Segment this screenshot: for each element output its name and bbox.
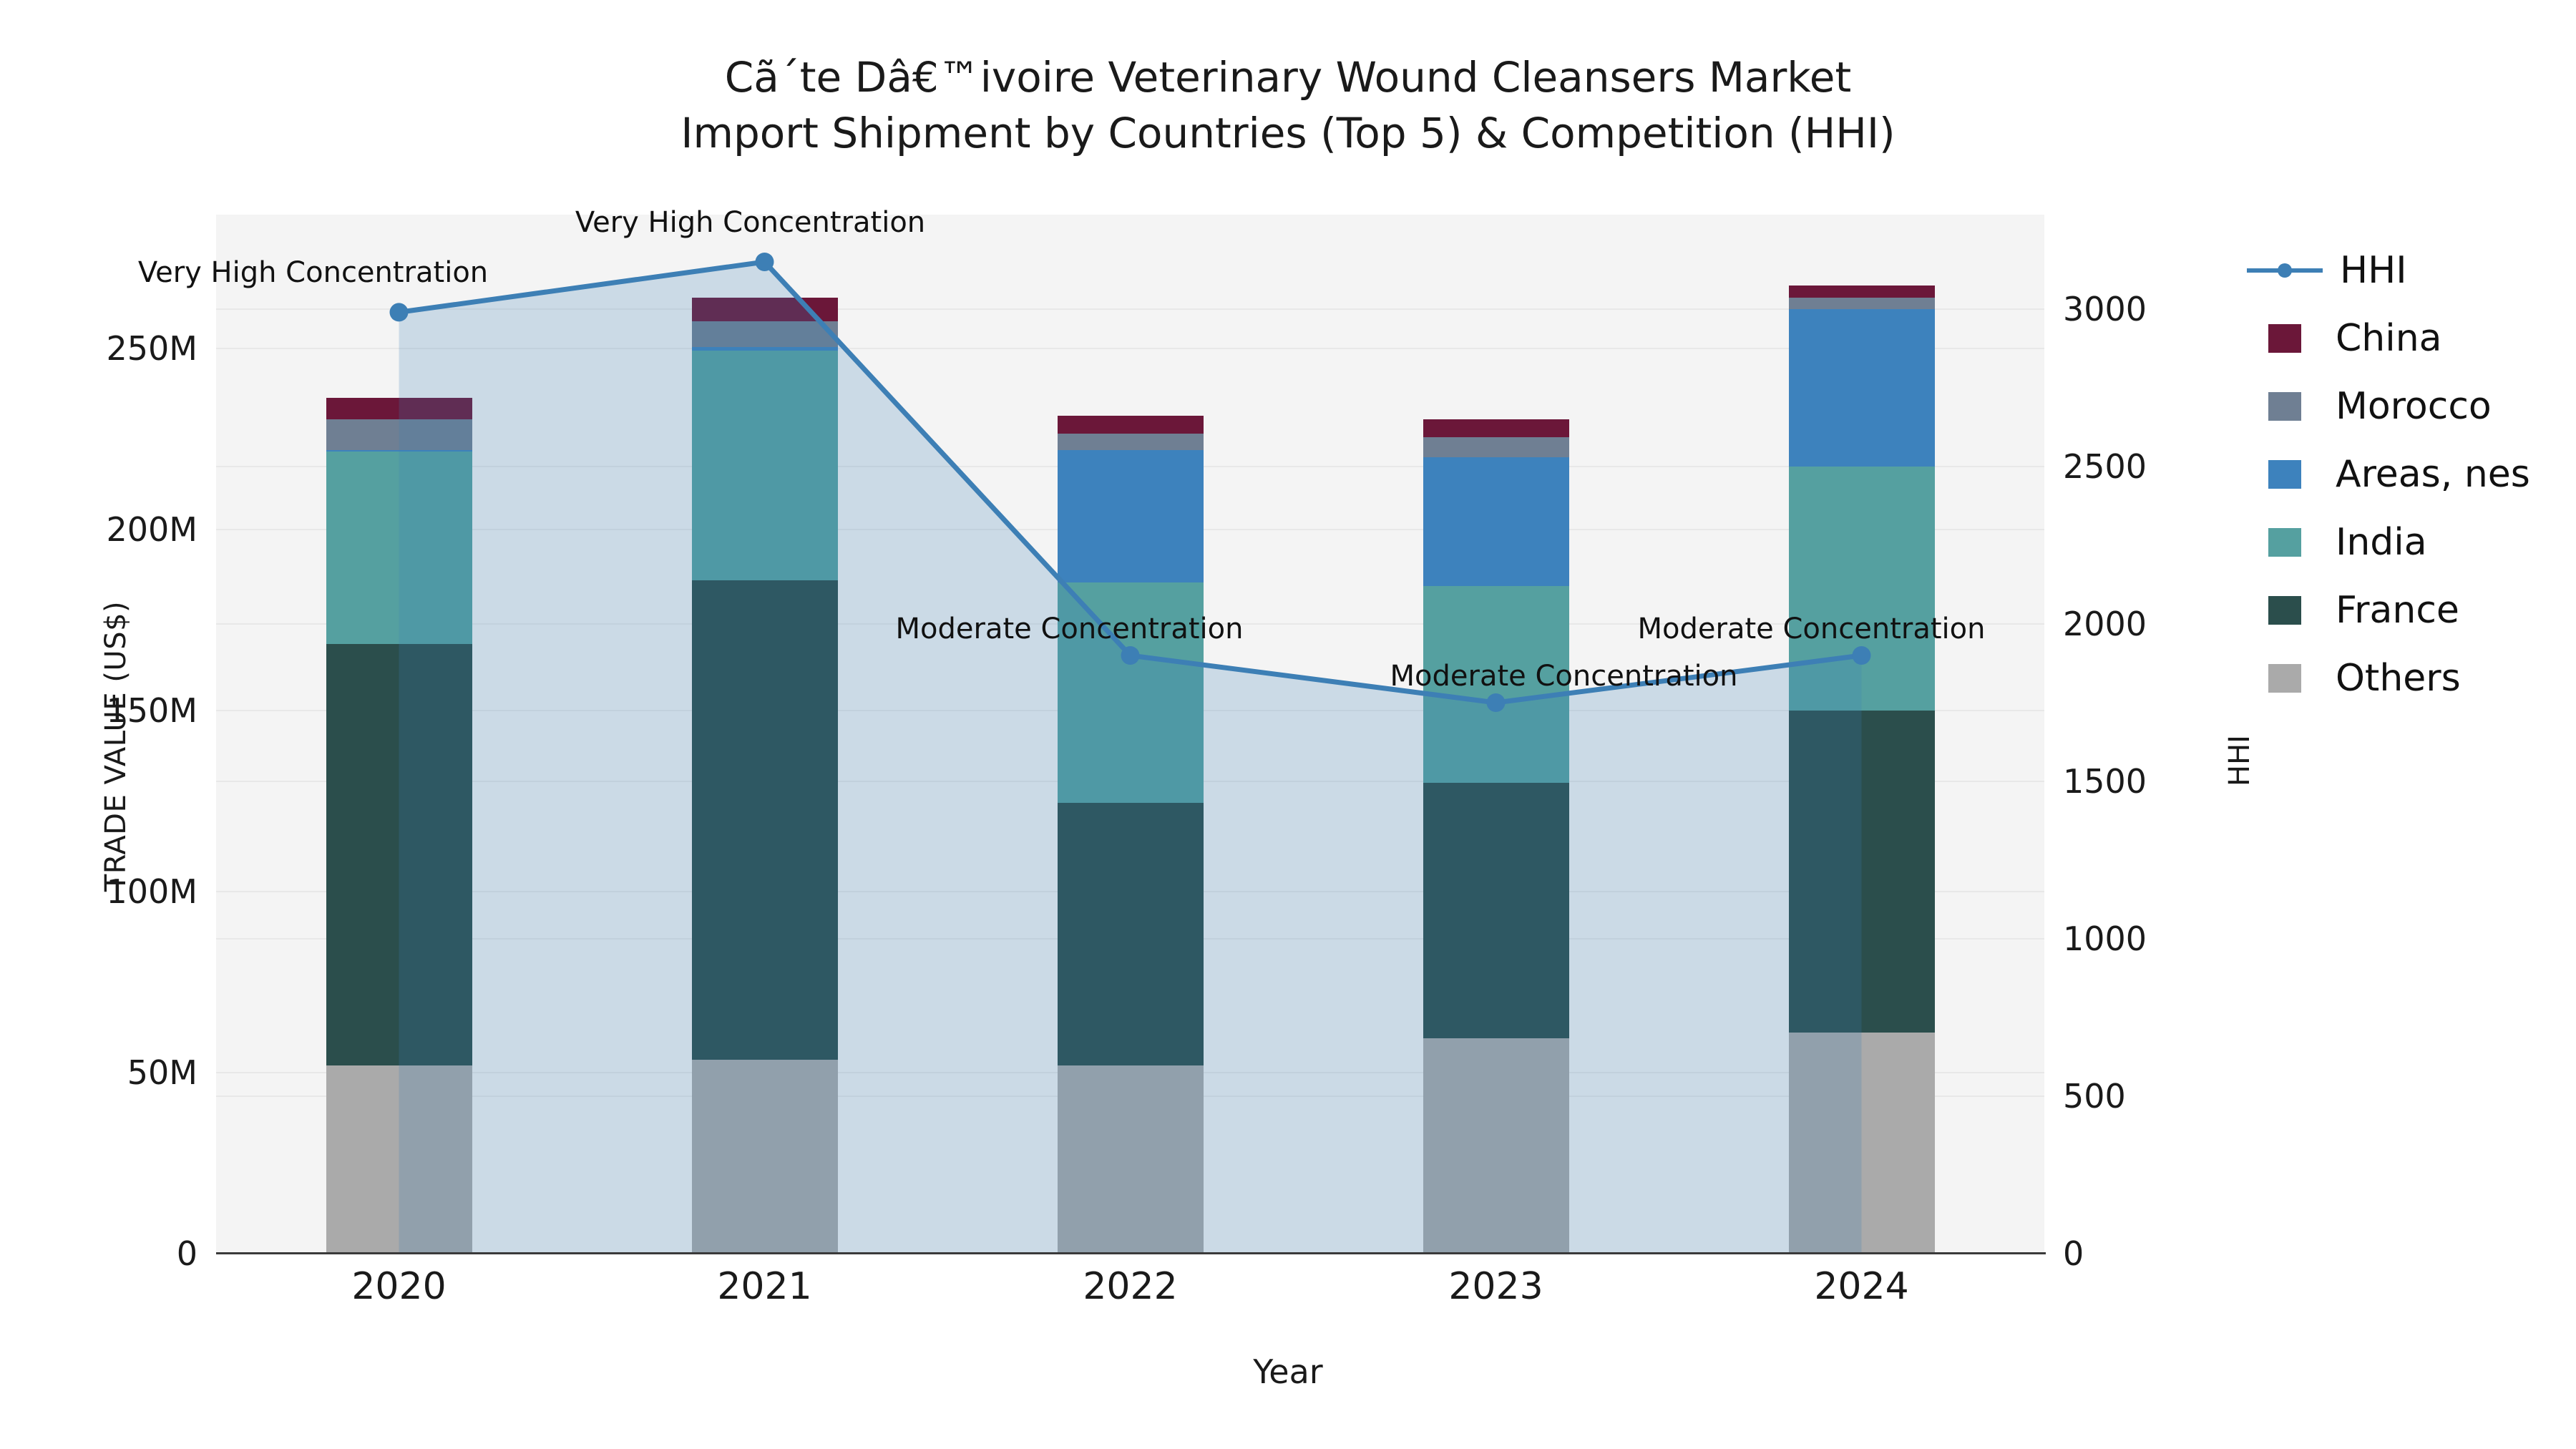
bar-segment-areas-nes[interactable] — [1057, 449, 1204, 582]
y-right-tick-label: 2500 — [2063, 447, 2147, 486]
x-axis-label: Year — [1253, 1352, 1323, 1391]
bar-segment-china[interactable] — [1057, 415, 1204, 434]
legend-line-marker-icon — [2278, 263, 2292, 278]
x-tick-label-2023: 2023 — [1448, 1265, 1543, 1308]
hhi-marker-2021[interactable] — [755, 253, 774, 271]
legend-item-label: Others — [2336, 656, 2461, 700]
legend-item-hhi[interactable]: HHI — [2247, 236, 2555, 304]
legend-swatch-icon — [2268, 595, 2301, 625]
bar-segment-others[interactable] — [1057, 1065, 1204, 1254]
legend-swatch-icon — [2268, 527, 2301, 557]
legend-item-india[interactable]: India — [2247, 508, 2555, 576]
bar-2024[interactable] — [1788, 215, 1935, 1254]
chart-legend: HHI China Morocco Areas, nes India France Othe… — [2247, 236, 2555, 712]
bar-segment-france[interactable] — [1423, 783, 1569, 1038]
y-left-tick-label: 150M — [106, 691, 198, 731]
y-left-tick-label: 250M — [106, 329, 198, 369]
bar-segment-morocco[interactable] — [326, 419, 472, 450]
y-right-tick-label: 2000 — [2063, 605, 2147, 643]
bar-segment-india[interactable] — [1057, 582, 1204, 804]
legend-item-china[interactable]: China — [2247, 304, 2555, 372]
y-axis-left-label: TRADE VALUE (US$) — [99, 600, 132, 892]
bar-segment-france[interactable] — [326, 643, 472, 1065]
hhi-marker-2020[interactable] — [389, 303, 409, 322]
y-right-tick-label: 500 — [2063, 1077, 2126, 1116]
x-tick-label-2022: 2022 — [1083, 1265, 1178, 1308]
bar-segment-others[interactable] — [1423, 1038, 1569, 1254]
legend-swatch-icon — [2268, 459, 2301, 489]
bar-segment-france[interactable] — [691, 580, 838, 1060]
hhi-marker-2023[interactable] — [1486, 693, 1506, 712]
y-right-tick-label: 3000 — [2063, 290, 2147, 328]
legend-item-label: China — [2336, 316, 2442, 360]
plot-clip — [216, 215, 2044, 1254]
x-axis-line — [216, 1252, 2046, 1254]
y-left-tick-label: 0 — [176, 1234, 197, 1273]
bar-2021[interactable] — [691, 215, 838, 1254]
bar-2022[interactable] — [1057, 215, 1204, 1254]
y-left-tick-label: 200M — [106, 510, 198, 550]
legend-item-label: France — [2336, 588, 2459, 632]
chart-title: Cã´te Dâ€™ivoire Veterinary Wound Cleans… — [0, 50, 2576, 161]
x-tick-label-2024: 2024 — [1814, 1265, 1909, 1308]
bar-segment-areas-nes[interactable] — [691, 346, 838, 351]
x-tick-label-2020: 2020 — [351, 1265, 447, 1308]
bar-segment-india[interactable] — [1423, 585, 1569, 784]
plot-area — [216, 215, 2044, 1254]
hhi-marker-2024[interactable] — [1852, 646, 1871, 665]
bar-segment-areas-nes[interactable] — [326, 449, 472, 452]
y-left-tick-label: 100M — [106, 872, 198, 912]
bar-segment-areas-nes[interactable] — [1788, 308, 1935, 467]
hhi-annotation-2021: Very High Concentration — [575, 206, 926, 239]
legend-item-label: Areas, nes — [2336, 452, 2530, 496]
hhi-annotation-2022: Moderate Concentration — [895, 613, 1244, 645]
y-right-tick-label: 0 — [2063, 1234, 2084, 1273]
bar-segment-china[interactable] — [1423, 419, 1569, 438]
bar-segment-others[interactable] — [326, 1065, 472, 1254]
hhi-annotation-2020: Very High Concentration — [137, 256, 489, 290]
hhi-annotation-2024: Moderate Concentration — [1637, 613, 1986, 645]
bar-segment-areas-nes[interactable] — [1423, 457, 1569, 586]
legend-item-label: India — [2336, 520, 2427, 564]
bar-2020[interactable] — [326, 215, 472, 1254]
bar-2023[interactable] — [1423, 215, 1569, 1254]
legend-item-france[interactable]: France — [2247, 576, 2555, 644]
bar-segment-india[interactable] — [326, 452, 472, 644]
bar-segment-india[interactable] — [1788, 466, 1935, 711]
gridline — [216, 308, 2044, 310]
bar-segment-morocco[interactable] — [1788, 298, 1935, 309]
legend-swatch-icon — [2268, 391, 2301, 421]
legend-line-icon — [2247, 256, 2323, 285]
y-left-tick-label: 50M — [127, 1053, 197, 1093]
hhi-line-series — [389, 253, 1871, 1254]
legend-item-label: Morocco — [2336, 384, 2492, 428]
legend-item-areas-nes[interactable]: Areas, nes — [2247, 440, 2555, 508]
x-tick-label-2021: 2021 — [717, 1265, 812, 1308]
bar-segment-morocco[interactable] — [691, 321, 838, 347]
bar-segment-morocco[interactable] — [1423, 437, 1569, 457]
hhi-area-fill — [399, 262, 1862, 1254]
legend-item-others[interactable]: Others — [2247, 644, 2555, 712]
bar-segment-india[interactable] — [691, 350, 838, 580]
bar-segment-morocco[interactable] — [1057, 434, 1204, 450]
bar-segment-others[interactable] — [691, 1060, 838, 1254]
chart-title-line1: Cã´te Dâ€™ivoire Veterinary Wound Cleans… — [724, 53, 1852, 102]
legend-item-morocco[interactable]: Morocco — [2247, 372, 2555, 440]
bar-segment-others[interactable] — [1788, 1033, 1935, 1254]
legend-item-label: HHI — [2340, 248, 2407, 292]
bar-segment-france[interactable] — [1788, 711, 1935, 1033]
y-right-tick-label: 1500 — [2063, 762, 2147, 801]
chart-title-line2: Import Shipment by Countries (Top 5) & C… — [680, 108, 1896, 157]
bar-segment-france[interactable] — [1057, 803, 1204, 1065]
legend-swatch-icon — [2268, 663, 2301, 693]
legend-swatch-icon — [2268, 323, 2301, 353]
gridline — [216, 348, 2044, 350]
hhi-annotation-2023: Moderate Concentration — [1390, 660, 1738, 693]
hhi-marker-2022[interactable] — [1121, 646, 1140, 665]
y-right-tick-label: 1000 — [2063, 919, 2147, 958]
bar-segment-china[interactable] — [1788, 285, 1935, 298]
bar-segment-china[interactable] — [326, 397, 472, 419]
